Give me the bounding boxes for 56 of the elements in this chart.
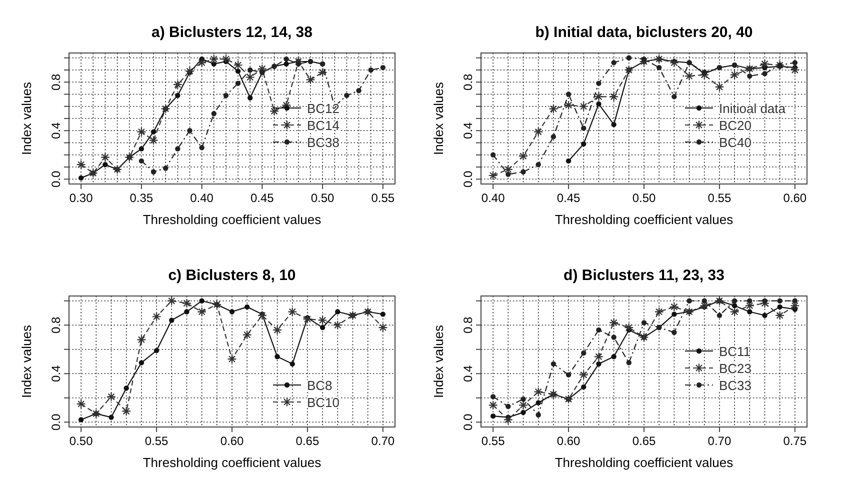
y-tick-label: 0.4 [461,122,475,139]
x-tick-label: 0.70 [708,434,732,448]
chart-title: d) Biclusters 11, 23, 33 [564,267,724,284]
x-tick-label: 0.65 [632,434,656,448]
x-tick-label: 0.55 [144,434,169,448]
x-tick-label: 0.65 [296,434,320,448]
legend-label: BC12 [307,101,340,116]
legend-label: Initioal data [719,101,786,116]
legend-label: BC38 [307,135,340,150]
x-tick-label: 0.50 [69,434,94,448]
y-tick-label: 0.0 [461,170,475,188]
x-axis-title: Thresholding coefficient values [142,455,322,470]
y-axis-title: Index values [431,82,446,155]
legend-label: BC20 [719,118,752,133]
x-tick-label: 0.55 [481,434,506,448]
x-axis-title: Thresholding coefficient values [142,212,322,227]
x-tick-label: 0.60 [783,191,807,205]
y-tick-label: 0.0 [49,170,63,188]
x-axis-title: Thresholding coefficient values [554,212,734,227]
legend-label: BC33 [719,378,752,393]
x-tick-label: 0.45 [250,191,274,205]
x-tick-label: 0.50 [310,191,335,205]
y-tick-label: 0.8 [461,73,475,90]
legend-label: BC10 [307,395,340,410]
y-axis-title: Index values [19,82,34,155]
y-tick-label: 0.4 [461,364,475,382]
y-tick-label: 0.0 [49,413,63,430]
y-tick-label: 0.8 [49,73,63,90]
chart-title: b) Initial data, biclusters 20, 40 [535,24,753,41]
y-tick-label: 0.4 [49,122,63,139]
x-tick-label: 0.60 [220,434,244,448]
legend-label: BC40 [719,135,752,150]
x-tick-label: 0.75 [783,434,807,448]
x-tick-label: 0.60 [556,434,581,448]
legend-label: BC14 [307,118,340,133]
x-tick-label: 0.35 [130,191,154,205]
y-tick-label: 0.8 [461,316,475,334]
x-tick-label: 0.70 [371,434,395,448]
legend-label: BC8 [307,378,332,393]
y-axis-title: Index values [431,324,446,398]
legend-label: BC23 [719,361,752,376]
y-tick-label: 0.0 [461,413,475,430]
chart-title: c) Biclusters 8, 10 [168,267,296,284]
x-tick-label: 0.55 [708,191,732,205]
x-tick-label: 0.55 [371,191,395,205]
x-axis-title: Thresholding coefficient values [554,455,734,470]
x-tick-label: 0.40 [190,191,214,205]
legend-label: BC11 [719,344,751,359]
x-tick-label: 0.30 [69,191,94,205]
x-tick-label: 0.50 [632,191,656,205]
chart-title: a) Biclusters 12, 14, 38 [152,24,312,41]
x-tick-label: 0.40 [481,191,506,205]
y-tick-label: 0.4 [49,364,63,382]
y-tick-label: 0.8 [49,316,63,334]
y-axis-title: Index values [19,324,34,398]
x-tick-label: 0.45 [556,191,581,205]
